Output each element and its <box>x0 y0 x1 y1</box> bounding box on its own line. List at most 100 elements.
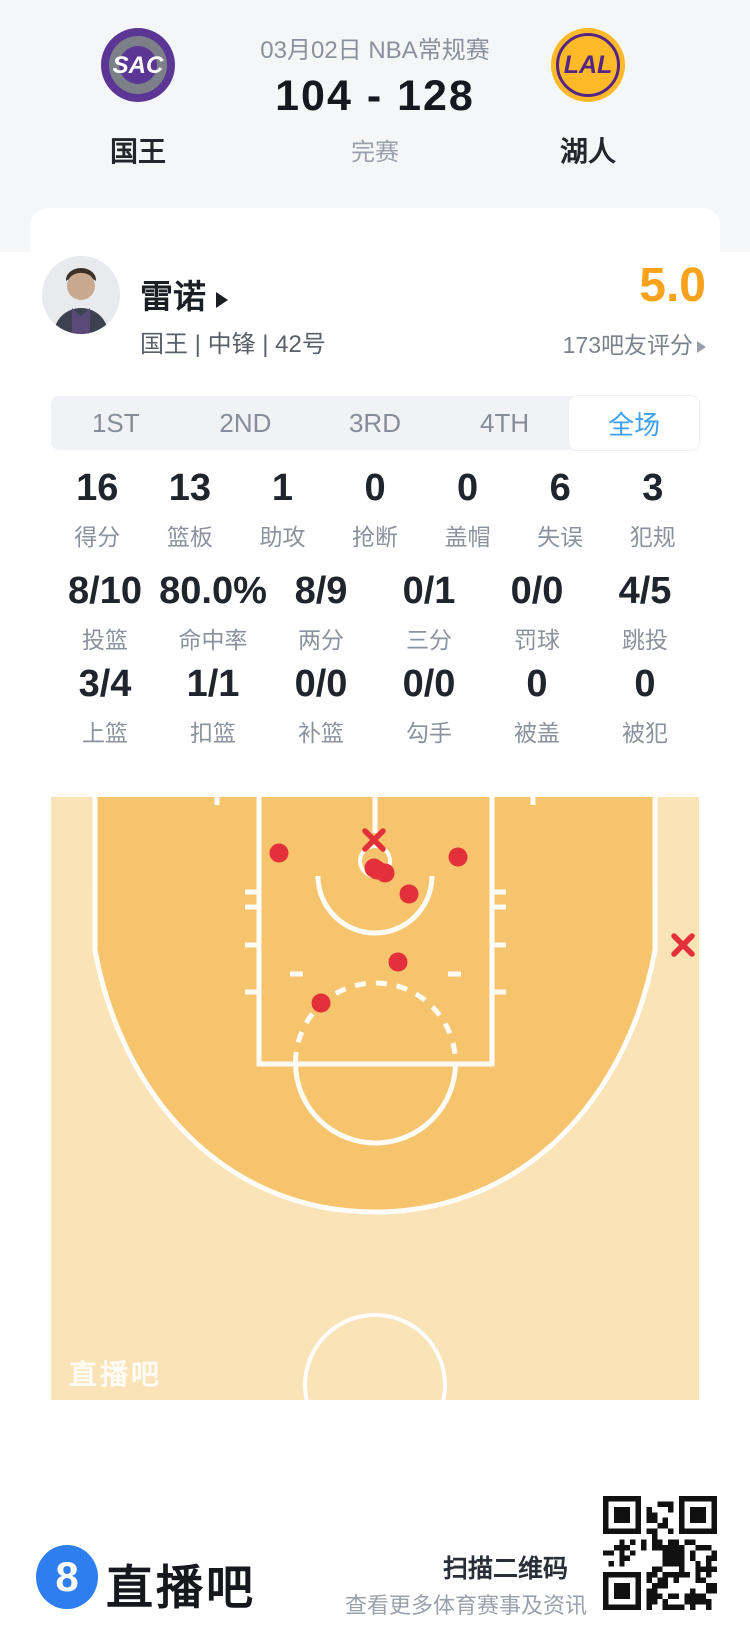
stat-value: 6 <box>549 467 571 509</box>
player-avatar[interactable] <box>42 256 120 334</box>
scan-qr-title: 扫描二维码 <box>443 1555 569 1583</box>
made-shot-dot <box>375 863 395 883</box>
stat-value: 0/0 <box>402 663 456 705</box>
three-point-line <box>92 792 658 1215</box>
lal-logo-text: LAL <box>563 51 613 79</box>
stat-cell-被盖: 0 被盖 <box>483 662 591 748</box>
missed-shot-x <box>362 828 386 852</box>
quarter-tabs: 1ST 2ND 3RD 4TH 全场 <box>51 396 699 450</box>
shot-marks <box>269 828 695 1013</box>
stat-value: 1/1 <box>186 663 240 705</box>
scan-qr-subtitle: 查看更多体育赛事及资讯 <box>345 1593 588 1618</box>
stat-value: 1 <box>271 467 294 509</box>
stat-cell-罚球: 0/0 罚球 <box>483 569 591 655</box>
made-shot-dot <box>399 884 419 904</box>
stat-label: 三分 <box>406 627 452 653</box>
home-team-name[interactable]: 湖人 <box>559 136 616 167</box>
stat-label: 补篮 <box>298 720 344 746</box>
tab-3rd[interactable]: 3RD <box>348 407 401 438</box>
stat-value: 0 <box>364 467 386 509</box>
sac-logo-core <box>119 46 157 84</box>
stat-value: 8/10 <box>68 570 142 612</box>
qr-code <box>603 1496 717 1610</box>
stat-label: 勾手 <box>406 720 452 746</box>
stat-label: 扣篮 <box>190 720 236 746</box>
court-graphic: 直播吧 <box>51 789 699 1457</box>
player-name[interactable]: 雷诺 <box>140 270 228 318</box>
stat-cell-投篮: 8/10 投篮 <box>51 569 159 655</box>
stat-value: 80.0% <box>159 570 267 612</box>
stat-cell-扣篮: 1/1 扣篮 <box>159 662 267 748</box>
stat-label: 助攻 <box>259 524 306 550</box>
stat-value: 0/0 <box>510 570 564 612</box>
stat-label: 篮板 <box>166 524 213 550</box>
free-throw-circle-dashed <box>293 980 458 1064</box>
logo-eight-text: 8 <box>55 1553 79 1600</box>
game-status: 完赛 <box>351 139 399 166</box>
away-team-logo[interactable]: SAC <box>101 28 175 102</box>
stats-row-shooting: 8/10 投篮 80.0% 命中率 8/9 两分 0/1 三分 0/0 罚球 4/5 跳投 <box>51 569 699 655</box>
stat-cell-两分: 8/9 两分 <box>267 569 375 655</box>
stat-cell-得分: 16 得分 <box>51 466 144 552</box>
stat-value: 0/0 <box>294 663 348 705</box>
stat-label: 被盖 <box>514 720 560 746</box>
stat-cell-跳投: 4/5 跳投 <box>591 569 699 655</box>
expand-arrow-icon <box>216 292 228 308</box>
stat-cell-补篮: 0/0 补篮 <box>267 662 375 748</box>
stat-cell-盖帽: 0 盖帽 <box>421 466 514 552</box>
stat-label: 两分 <box>298 627 344 653</box>
stat-label: 被犯 <box>622 720 668 746</box>
stat-cell-篮板: 13 篮板 <box>144 466 237 552</box>
rating-link[interactable]: 173吧友评分 <box>563 326 706 360</box>
game-score: 104 - 128 <box>275 72 475 120</box>
stat-value: 0 <box>634 663 656 705</box>
stat-label: 犯规 <box>629 524 676 550</box>
stat-cell-失误: 6 失误 <box>514 466 607 552</box>
made-shot-dot <box>311 993 331 1013</box>
stat-cell-犯规: 3 犯规 <box>606 466 699 552</box>
court-inside-arc-area <box>95 792 655 1212</box>
stat-label: 盖帽 <box>444 524 491 550</box>
stat-cell-助攻: 1 助攻 <box>236 466 329 552</box>
tab-1st[interactable]: 1ST <box>91 407 140 438</box>
court-watermark: 直播吧 <box>69 1359 162 1390</box>
stat-label: 跳投 <box>622 627 668 653</box>
stat-cell-抢断: 0 抢断 <box>329 466 422 552</box>
tab-全场[interactable]: 全场 <box>569 396 699 450</box>
stat-label: 命中率 <box>178 627 248 653</box>
stat-value: 3 <box>642 467 664 509</box>
stat-label: 得分 <box>74 524 121 550</box>
player-info: 国王 | 中锋 | 42号 <box>140 331 326 358</box>
stat-cell-被犯: 0 被犯 <box>591 662 699 748</box>
made-shot-dot <box>448 847 468 867</box>
game-date: 03月02日 NBA常规赛 <box>260 37 490 64</box>
stat-label: 抢断 <box>352 524 399 550</box>
player-rating: 5.0 <box>639 259 706 312</box>
stat-value: 16 <box>76 467 119 509</box>
stat-label: 失误 <box>537 524 584 550</box>
avatar-image <box>42 256 120 334</box>
stat-value: 13 <box>168 467 211 509</box>
zhibo8-logo: 8 <box>36 1545 98 1609</box>
home-team-logo[interactable]: LAL <box>551 28 625 102</box>
free-throw-circle-solid <box>293 1062 458 1146</box>
stat-cell-命中率: 80.0% 命中率 <box>159 569 267 655</box>
tab-2nd[interactable]: 2ND <box>219 407 272 438</box>
stat-value: 3/4 <box>78 663 132 705</box>
lal-logo-ring <box>556 33 620 97</box>
brand-name: 直播吧 <box>106 1561 256 1614</box>
tab-4th[interactable]: 4TH <box>480 407 530 438</box>
charge-arc <box>315 875 435 936</box>
shot-chart: 直播吧 <box>51 789 699 1457</box>
stat-value: 0 <box>526 663 548 705</box>
stat-value: 0/1 <box>402 570 456 612</box>
stats-row-detail: 3/4 上篮 1/1 扣篮 0/0 补篮 0/0 勾手 0 被盖 0 被犯 <box>51 662 699 748</box>
stat-cell-上篮: 3/4 上篮 <box>51 662 159 748</box>
stat-cell-三分: 0/1 三分 <box>375 569 483 655</box>
stat-cell-勾手: 0/0 勾手 <box>375 662 483 748</box>
stat-value: 8/9 <box>294 570 348 612</box>
missed-shot-x <box>671 933 695 957</box>
away-team-name[interactable]: 国王 <box>109 136 166 167</box>
stat-label: 上篮 <box>82 720 128 746</box>
stat-label: 投篮 <box>82 627 128 653</box>
